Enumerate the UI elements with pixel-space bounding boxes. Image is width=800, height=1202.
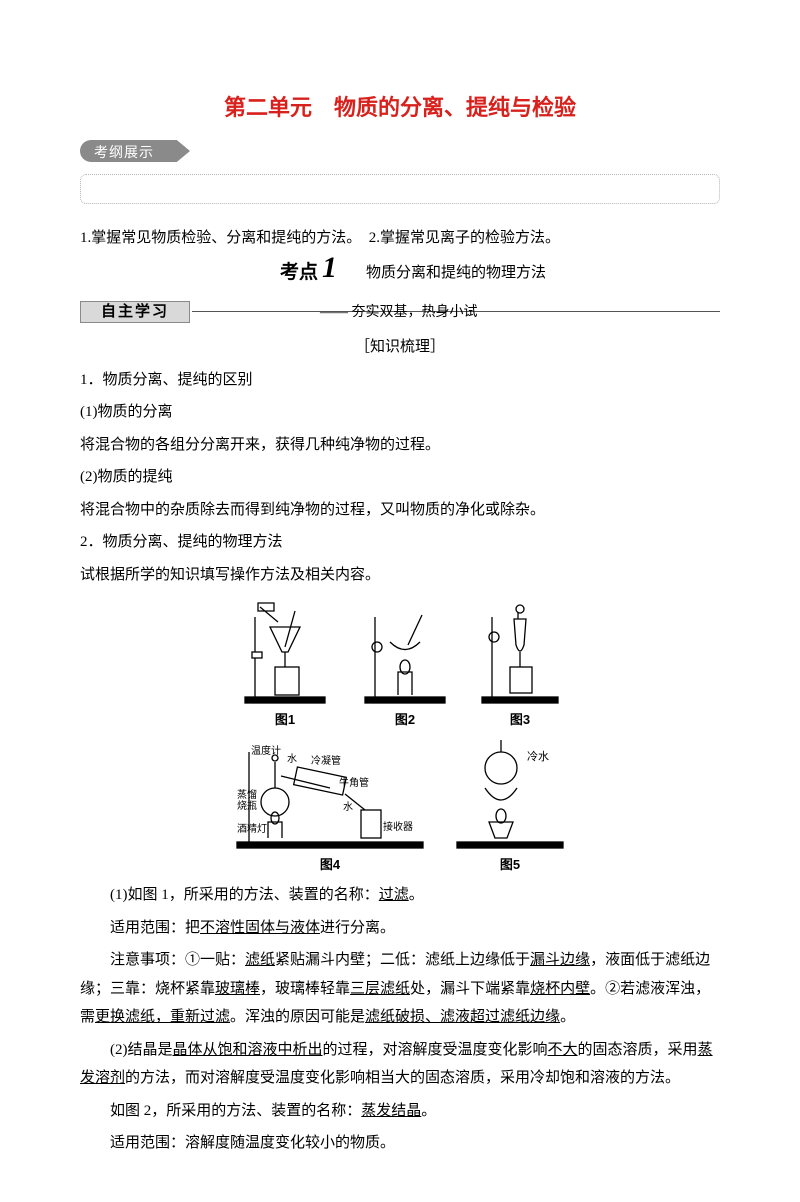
kaodian-heading: 考点 1 物质分离和提纯的物理方法 [80, 257, 720, 301]
label-condenser: 冷凝管 [311, 754, 341, 767]
q2b-post: 。 [421, 1103, 436, 1119]
label-receiver: 接收器 [383, 820, 413, 833]
diagram-1: 图1 [240, 597, 330, 728]
label-thermometer: 温度计 [251, 744, 281, 757]
note-u7: 滤纸破损、滤液超过滤纸边缘 [365, 1009, 560, 1025]
evaporation-icon [360, 597, 450, 707]
note-t6: 。浑浊的原因可能是 [230, 1009, 365, 1025]
note-u4: 三层滤纸 [350, 981, 410, 997]
outline-banner: 考纲展示 [80, 140, 720, 168]
kaodian-label: 考点 [280, 257, 318, 284]
para-1a: (1)物质的分离 [80, 398, 720, 427]
notes-para: 注意事项：①一贴：滤纸紧贴漏斗内壁；二低：滤纸上边缘低于漏斗边缘，液面低于滤纸边… [80, 946, 720, 1032]
q1-line: (1)如图 1，所采用的方法、装置的名称：过滤。 [80, 881, 720, 910]
label-lamp: 酒精灯 [237, 822, 267, 835]
para-1: 1．物质分离、提纯的区别 [80, 366, 720, 395]
label-water-out: 水 [287, 753, 297, 765]
diagram-3-caption: 图3 [480, 709, 560, 728]
label-adapter: 牛角管 [339, 776, 369, 789]
q2-pre: (2)结晶是 [110, 1042, 173, 1058]
q2c-line: 适用范围：溶解度随温度变化较小的物质。 [80, 1129, 720, 1158]
zizhu-subtitle: —— 夯实双基，热身小试 [320, 301, 478, 321]
q1-scope: 适用范围：把不溶性固体与液体进行分离。 [80, 914, 720, 943]
filtration-icon [240, 597, 330, 707]
kaodian-topic: 物质分离和提纯的物理方法 [366, 261, 546, 282]
para-1b-body: 将混合物中的杂质除去而得到纯净物的过程，又叫物质的净化或除杂。 [80, 496, 720, 525]
q2-para: (2)结晶是晶体从饱和溶液中析出的过程，对溶解度受温度变化影响不大的固态溶质，采… [80, 1036, 720, 1093]
diagram-2-caption: 图2 [360, 709, 450, 728]
diagram-2: 图2 [360, 597, 450, 728]
diagram-block: 图1 图2 [80, 597, 720, 873]
note-u6: 更换滤纸，重新过滤 [95, 1009, 230, 1025]
para-2-body: 试根据所学的知识填写操作方法及相关内容。 [80, 561, 720, 590]
diagram-5-caption: 图5 [455, 854, 565, 873]
note-t7: 。 [560, 1009, 575, 1025]
banner-label: 考纲展示 [94, 142, 154, 162]
para-1b: (2)物质的提纯 [80, 463, 720, 492]
page-title: 第二单元 物质的分离、提纯与检验 [80, 90, 720, 122]
note-u2: 漏斗边缘 [530, 952, 590, 968]
q1-pre: (1)如图 1，所采用的方法、装置的名称： [110, 887, 379, 903]
sublimation-icon: 冷水 [455, 732, 565, 852]
diagram-1-caption: 图1 [240, 709, 330, 728]
q2-u1: 晶体从饱和溶液中析出 [173, 1042, 323, 1058]
para-2: 2．物质分离、提纯的物理方法 [80, 528, 720, 557]
diagram-4-caption: 图4 [235, 854, 425, 873]
q2b-pre: 如图 2，所采用的方法、装置的名称： [110, 1103, 361, 1119]
zizhu-row: 自主学习 —— 夯实双基，热身小试 [80, 301, 720, 327]
outline-text: 1.掌握常见物质检验、分离和提纯的方法。 2.掌握常见离子的检验方法。 [80, 224, 720, 253]
dotted-box [80, 174, 720, 204]
q2-t3: 的方法，而对溶解度受温度变化影响相当大的固态溶质，采用冷却饱和溶液的方法。 [125, 1070, 680, 1086]
para-1a-body: 将混合物的各组分分离开来，获得几种纯净物的过程。 [80, 431, 720, 460]
q2-t2: 的固态溶质，采用 [578, 1042, 698, 1058]
distillation-icon: 温度计 水 冷凝管 牛角管 蒸馏 烧瓶 酒精灯 水 接收器 [235, 732, 425, 852]
diagram-row-2: 温度计 水 冷凝管 牛角管 蒸馏 烧瓶 酒精灯 水 接收器 图4 [80, 732, 720, 873]
note-u1: 滤纸 [245, 952, 275, 968]
q2-t1: 的过程，对溶解度受温度变化影响 [323, 1042, 548, 1058]
kaodian-number: 1 [322, 251, 337, 285]
separating-funnel-icon [480, 597, 560, 707]
q1-answer: 过滤 [379, 887, 409, 903]
knowledge-subheading: ［知识梳理］ [80, 335, 720, 356]
q2-u2: 不大 [548, 1042, 578, 1058]
note-t3: ，玻璃棒轻靠 [260, 981, 350, 997]
note-u5: 烧杯内壁 [530, 981, 590, 997]
diagram-3: 图3 [480, 597, 560, 728]
label-distill: 蒸馏 [237, 788, 257, 801]
note-u3: 玻璃棒 [215, 981, 260, 997]
zizhu-box: 自主学习 [80, 301, 190, 323]
q1-scope-pre: 适用范围：把 [110, 920, 200, 936]
label-cold-water: 冷水 [527, 750, 549, 763]
note-t4: 处，漏斗下端紧靠 [410, 981, 530, 997]
q1-scope-answer: 不溶性固体与液体 [200, 920, 320, 936]
diagram-row-1: 图1 图2 [80, 597, 720, 728]
diagram-4: 温度计 水 冷凝管 牛角管 蒸馏 烧瓶 酒精灯 水 接收器 图4 [235, 732, 425, 873]
note-t1: 紧贴漏斗内壁；二低：滤纸上边缘低于 [275, 952, 530, 968]
q2b-answer: 蒸发结晶 [361, 1103, 421, 1119]
q1-post: 。 [409, 887, 424, 903]
label-water-in: 水 [343, 801, 353, 813]
q1-scope-post: 进行分离。 [320, 920, 395, 936]
note-pre: 注意事项：①一贴： [110, 952, 245, 968]
diagram-5: 冷水 图5 [455, 732, 565, 873]
q2b-line: 如图 2，所采用的方法、装置的名称：蒸发结晶。 [80, 1097, 720, 1126]
label-flask: 烧瓶 [237, 799, 257, 812]
